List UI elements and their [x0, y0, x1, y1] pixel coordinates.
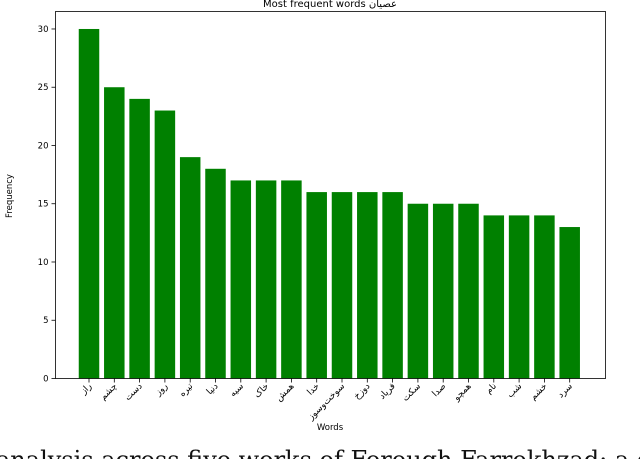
- y-tick-label-1: 5: [43, 316, 48, 326]
- x-axis-label: Words: [317, 423, 344, 433]
- plot-frame: [55, 11, 606, 379]
- bar-6: [230, 180, 252, 379]
- y-tick-label-2: 10: [38, 258, 49, 268]
- bar-13: [407, 203, 429, 379]
- bar-7: [255, 180, 277, 379]
- x-tick-label-8: همش: [274, 381, 296, 403]
- x-tick-label-2: دست: [123, 382, 144, 403]
- y-tick-label-0: 0: [43, 375, 48, 385]
- x-tick-label-4: تیره: [178, 381, 196, 399]
- figure-caption: analysis across five works of Forough Fa…: [0, 446, 640, 459]
- y-tick-label-5: 25: [38, 83, 49, 93]
- x-tick-label-11: دوزخ: [352, 382, 372, 402]
- y-tick-label-6: 30: [38, 25, 49, 35]
- bar-16: [483, 215, 505, 379]
- x-tick-label-14: صدا: [431, 382, 449, 400]
- bar-11: [357, 192, 378, 379]
- x-tick-label-5: دنیا: [205, 382, 221, 398]
- bar-19: [559, 227, 580, 379]
- bars-group: [78, 28, 580, 379]
- x-tick-label-19: سرد: [556, 382, 575, 401]
- bar-17: [508, 215, 530, 379]
- bar-3: [154, 110, 176, 379]
- x-tick-label-7: خاک: [252, 381, 271, 400]
- bar-1: [104, 87, 125, 379]
- bar-18: [534, 215, 555, 379]
- x-tick-label-0: راز: [78, 382, 94, 398]
- y-tick-label-4: 20: [38, 141, 49, 151]
- x-tick-label-1: چشم: [98, 382, 119, 403]
- bar-2: [129, 98, 150, 379]
- bar-0: [78, 28, 100, 379]
- bar-14: [432, 203, 454, 379]
- x-tick-label-15: همچو: [451, 381, 473, 403]
- bar-15: [458, 203, 479, 379]
- x-tick-label-18: خشم: [529, 382, 550, 403]
- x-tick-label-9: خدا: [306, 382, 322, 398]
- bar-9: [306, 192, 327, 379]
- x-tick-label-16: نام: [484, 382, 499, 397]
- bar-8: [281, 180, 302, 379]
- bar-4: [179, 157, 201, 379]
- chart-title: Most frequent words عصیان: [263, 0, 397, 10]
- x-tick-label-17: شب: [506, 382, 525, 401]
- x-tick-label-12: فریاد: [378, 382, 398, 402]
- bar-10: [331, 192, 353, 379]
- x-axis: راز چشم دست روز تیره دنیا سیه خاک همش خداسوخت‌وسو…: [78, 378, 575, 423]
- bar-12: [382, 192, 403, 379]
- x-tick-label-3: روز: [153, 382, 170, 399]
- x-tick-label-6: سیه: [228, 382, 246, 400]
- y-axis-label: Frequency: [5, 174, 15, 218]
- bar-5: [205, 168, 226, 379]
- y-tick-label-3: 15: [38, 200, 49, 210]
- y-axis: 0 5 10 15 20 25 30: [38, 25, 56, 385]
- x-tick-label-13: سکت: [401, 382, 423, 404]
